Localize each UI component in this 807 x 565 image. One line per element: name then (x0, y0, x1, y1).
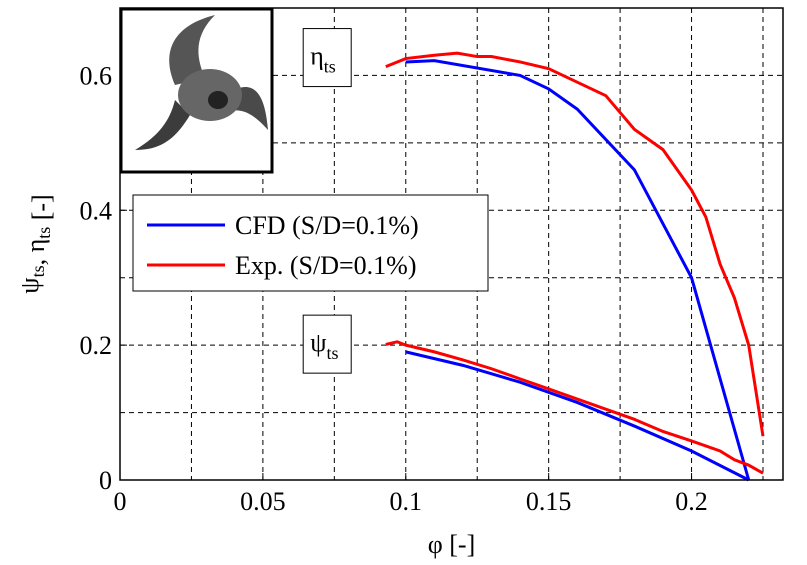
y-tick-label: 0.2 (80, 331, 113, 360)
annotation-text: ψ (310, 328, 326, 357)
x-axis-label: φ [-] (428, 530, 475, 559)
x-tick-label: 0.2 (675, 487, 708, 516)
inset-image (121, 9, 272, 172)
x-tick-label: 0.05 (240, 487, 286, 516)
label-text: , η (21, 239, 50, 266)
hub-hole (208, 91, 228, 109)
label-subscript: ts (34, 227, 54, 239)
x-tick-label: 0 (114, 487, 127, 516)
y-tick-label: 0.6 (80, 61, 113, 90)
y-tick-label: 0.4 (80, 196, 113, 225)
annotation-subscript: ts (324, 57, 336, 77)
y-tick-label: 0 (99, 466, 112, 495)
page: 00.050.10.150.200.20.40.6φ [-]ψts, ηts [… (0, 0, 807, 565)
x-tick-label: 0.1 (390, 487, 423, 516)
legend-label: Exp. (S/D=0.1%) (235, 251, 416, 280)
label-text: ψ (15, 277, 44, 293)
annotation-text: η (310, 42, 324, 71)
x-tick-label: 0.15 (526, 487, 572, 516)
label-subscript: ts (28, 265, 48, 277)
chart: 00.050.10.150.200.20.40.6φ [-]ψts, ηts [… (0, 0, 807, 565)
label-text: [-] (27, 194, 56, 226)
label-text: φ [-] (428, 530, 475, 559)
legend-label: CFD (S/D=0.1%) (235, 211, 419, 240)
annotation-subscript: ts (326, 343, 338, 363)
